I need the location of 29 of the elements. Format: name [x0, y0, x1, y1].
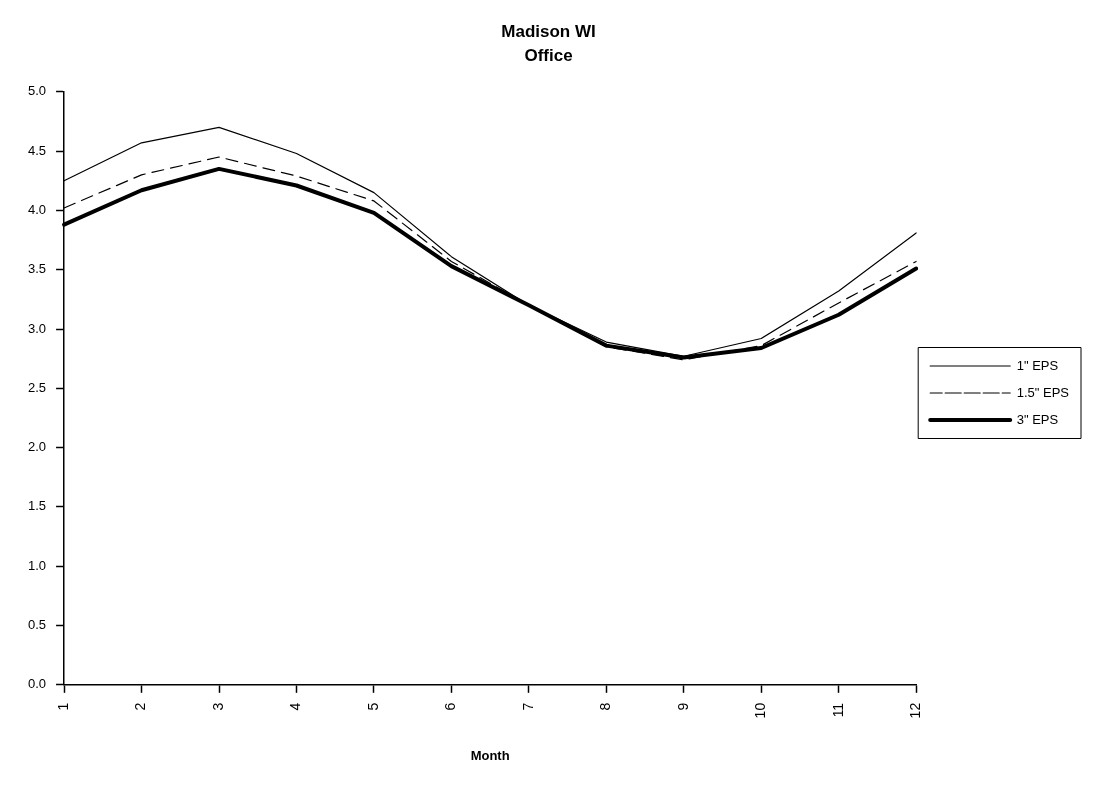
x-tick-label: 3 [209, 702, 226, 711]
x-tick-label: 2 [132, 702, 149, 711]
y-tick-label: 4.5 [27, 142, 47, 158]
y-tick-label: 3.0 [27, 320, 47, 336]
y-tick-label: 0.5 [27, 617, 47, 633]
y-tick-label: 1.0 [27, 557, 47, 573]
chart-subtitle: Office [524, 46, 573, 66]
y-tick-label: 4.0 [27, 201, 47, 217]
x-tick-label: 4 [287, 702, 304, 711]
text: 1.5" EPS [1016, 384, 1070, 400]
x-tick-label: 7 [519, 702, 536, 711]
y-tick-label: 0.0 [27, 676, 47, 692]
y-tick-label: 1.5 [27, 498, 47, 514]
x-tick-label: 6 [442, 702, 459, 711]
chart-title: Madison WI [501, 21, 596, 41]
y-tick-label: 2.0 [27, 439, 47, 455]
x-tick-label: 9 [674, 702, 691, 711]
x-tick-label: 11 [829, 702, 846, 718]
y-tick-label: 3.5 [27, 261, 47, 277]
y-tick-label: 2.5 [27, 379, 47, 395]
y-tick-label: 5.0 [27, 83, 47, 99]
text: 1" EPS [1016, 357, 1059, 373]
x-tick-label: 10 [752, 702, 769, 719]
x-axis-title: Month [470, 747, 510, 763]
x-tick-label: 5 [364, 702, 381, 711]
x-tick-label: 8 [597, 702, 614, 711]
x-tick-label: 1 [54, 702, 71, 711]
text: 3" EPS [1016, 411, 1059, 427]
x-tick-label: 12 [907, 702, 924, 719]
